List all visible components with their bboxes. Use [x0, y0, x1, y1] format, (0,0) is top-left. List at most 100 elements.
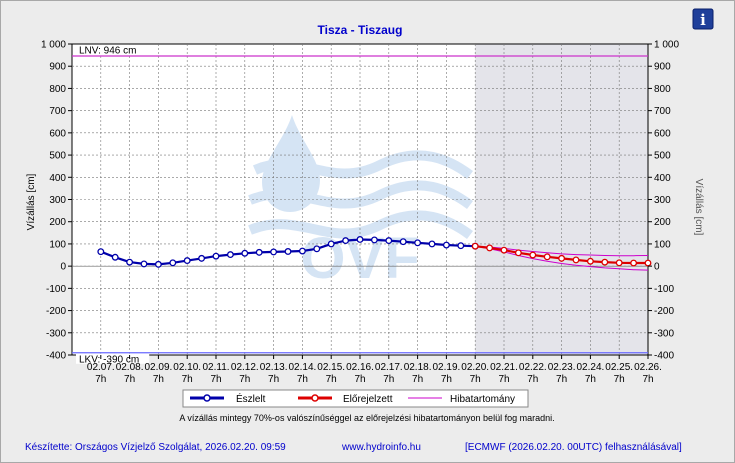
x-tick-label-date: 02.08.	[116, 362, 144, 373]
x-tick-label-date: 02.25.	[605, 362, 633, 373]
data-point-forecast	[514, 249, 522, 257]
y-tick-label-left: 200	[49, 217, 66, 228]
data-point-observed	[457, 242, 465, 250]
data-point-observed	[284, 248, 292, 255]
legend-item-observed: Észlelt	[190, 392, 266, 405]
y-tick-label-left: 600	[49, 128, 66, 139]
data-point-observed	[169, 259, 177, 267]
y-tick-label-left: 700	[49, 106, 66, 117]
data-point-observed	[342, 237, 350, 245]
wave-shape	[248, 180, 473, 210]
axes: -400 -400 -300 -300 -200 -200 -100 -100 0 0 100 100…	[41, 40, 679, 386]
x-tick-label-hour: 7h	[585, 374, 596, 385]
x-tick-label-date: 02.13.	[260, 362, 288, 373]
y-tick-label-left: 100	[49, 239, 66, 250]
data-point-observed	[241, 249, 249, 257]
x-tick-label-date: 02.18.	[404, 362, 432, 373]
data-point-forecast	[601, 258, 609, 266]
y-tick-label-right: 400	[654, 173, 671, 184]
x-tick-label-date: 02.26.	[634, 362, 662, 373]
data-point-observed	[270, 248, 278, 256]
x-tick-label-date: 02.19.	[432, 362, 460, 373]
x-tick-label-hour: 7h	[153, 374, 164, 385]
data-point-forecast	[558, 254, 566, 262]
y-tick-label-left: 0	[60, 262, 66, 273]
x-tick-label-hour: 7h	[354, 374, 365, 385]
y-tick-label-right: 0	[654, 262, 660, 273]
data-point-observed	[183, 257, 191, 265]
x-tick-label-hour: 7h	[182, 374, 193, 385]
x-tick-label-hour: 7h	[470, 374, 481, 385]
legend-item-forecast: Előrejelzett	[298, 394, 393, 405]
x-tick-label-date: 02.24.	[576, 362, 604, 373]
chart-title: Tisza - Tiszaug	[318, 23, 403, 37]
y-tick-label-left: -300	[46, 328, 66, 339]
y-tick-label-left: 1 000	[41, 40, 66, 51]
data-point-observed	[298, 247, 306, 255]
y-tick-label-right: -200	[654, 306, 674, 317]
reference-label-bg	[76, 353, 150, 364]
y-tick-label-left: 400	[49, 173, 66, 184]
data-point-observed	[255, 248, 263, 256]
data-point-observed	[327, 240, 335, 248]
data-point-observed	[428, 240, 436, 248]
x-tick-label-hour: 7h	[326, 374, 337, 385]
data-point-forecast	[572, 256, 580, 264]
data-point-observed	[126, 258, 134, 266]
y-tick-label-right: 700	[654, 106, 671, 117]
grid	[72, 44, 648, 355]
reference-label-bg	[76, 45, 144, 55]
x-tick-label-hour: 7h	[124, 374, 135, 385]
y-tick-label-left: -400	[46, 351, 66, 362]
data-point-observed	[212, 252, 220, 260]
data-point-forecast	[529, 251, 537, 259]
data-point-forecast	[486, 244, 494, 252]
footer-model-note: [ECMWF (2026.02.20. 00UTC) felhasználásá…	[465, 442, 682, 453]
data-point-forecast	[586, 257, 594, 265]
data-point-observed	[140, 260, 148, 268]
series-layer	[97, 236, 652, 271]
legend-marker-forecast	[311, 394, 319, 402]
reference-lines: LNV: 946 cm LKV: -390 cm	[72, 45, 648, 365]
data-point-forecast	[644, 259, 652, 267]
y-tick-label-left: -200	[46, 306, 66, 317]
y-axis-title-left: Vízállás [cm]	[26, 173, 37, 230]
y-tick-label-right: 100	[654, 239, 671, 250]
x-tick-label-date: 02.15.	[317, 362, 345, 373]
y-tick-label-right: 200	[654, 217, 671, 228]
x-tick-label-hour: 7h	[95, 374, 106, 385]
data-point-forecast	[471, 242, 479, 250]
y-tick-label-left: 800	[49, 84, 66, 95]
legend-box	[182, 389, 529, 408]
info-icon-glyph[interactable]: i	[700, 11, 706, 29]
data-point-observed	[370, 236, 378, 244]
info-icon[interactable]: i	[692, 8, 714, 30]
footer-credit: Készítette: Országos Vízjelző Szolgálat,…	[25, 442, 286, 453]
y-tick-label-right: -400	[654, 351, 674, 362]
y-tick-label-right: 1 000	[654, 40, 679, 51]
x-tick-label-date: 02.14.	[288, 362, 316, 373]
x-tick-label-hour: 7h	[614, 374, 625, 385]
x-tick-label-date: 02.07.	[87, 362, 115, 373]
x-tick-label-date: 02.20.	[461, 362, 489, 373]
reference-label-lnv: LNV: 946 cm	[79, 46, 136, 57]
x-tick-label-hour: 7h	[441, 374, 452, 385]
x-tick-label-hour: 7h	[239, 374, 250, 385]
y-tick-label-right: -100	[654, 284, 674, 295]
x-tick-label-hour: 7h	[556, 374, 567, 385]
data-point-observed	[356, 236, 364, 243]
data-point-observed	[111, 253, 119, 261]
y-tick-label-right: -300	[654, 328, 674, 339]
info-icon-box[interactable]	[692, 8, 714, 30]
data-point-observed	[313, 245, 321, 253]
x-tick-label-hour: 7h	[383, 374, 394, 385]
data-point-forecast	[630, 259, 638, 267]
x-tick-label-date: 02.09.	[144, 362, 172, 373]
x-tick-label-date: 02.11.	[202, 362, 229, 373]
data-point-observed	[414, 239, 422, 247]
footer-website-link[interactable]: www.hydroinfo.hu	[341, 442, 421, 453]
legend-label-forecast: Előrejelzett	[343, 394, 393, 405]
legend-item-error-band: Hibatartomány	[408, 394, 515, 405]
x-tick-label-hour: 7h	[268, 374, 279, 385]
